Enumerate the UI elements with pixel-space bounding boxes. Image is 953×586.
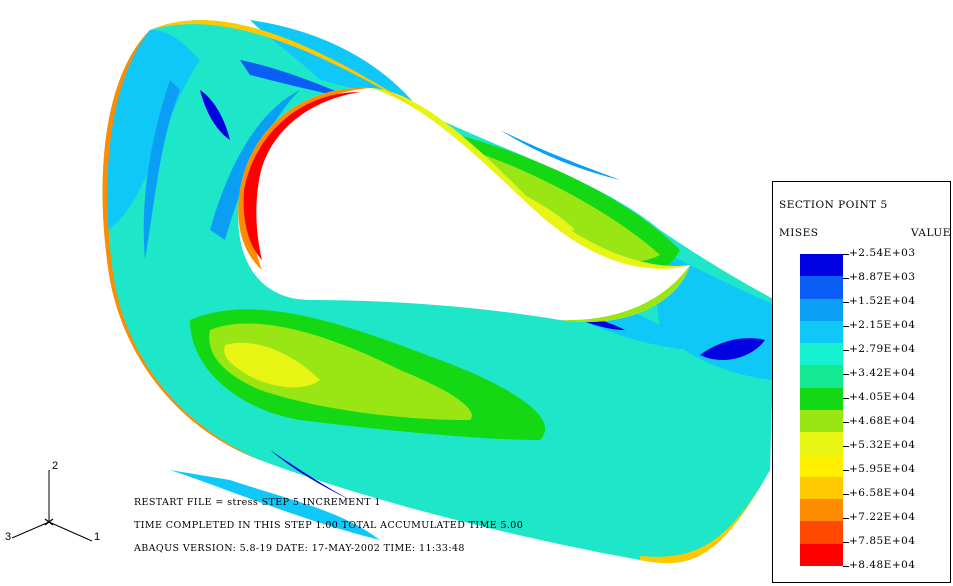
triad-label-1: 1 (94, 531, 101, 543)
legend-tick (843, 566, 849, 567)
legend-tick (843, 254, 849, 255)
shell-opening (238, 87, 690, 322)
shell-contour-plot (102, 20, 776, 564)
contour-legend: SECTION POINT 5 MISES VALUE +2.54E+03 +8.… (772, 181, 951, 583)
legend-value-header: VALUE (911, 227, 951, 239)
triad-label-2: 2 (52, 460, 59, 472)
legend-tick (843, 494, 849, 495)
legend-value-label: +8.48E+04 (849, 559, 916, 571)
legend-value-label: +5.95E+04 (849, 463, 916, 475)
legend-value-label: +2.54E+03 (849, 247, 916, 259)
legend-tick (843, 470, 849, 471)
legend-value-label: +5.32E+04 (849, 439, 916, 451)
legend-color-segment (800, 454, 843, 478)
legend-value-label: +8.87E+03 (849, 271, 916, 283)
legend-color-segment (800, 276, 843, 300)
triad-label-3: 3 (5, 531, 12, 543)
legend-value-label: +7.22E+04 (849, 511, 916, 523)
legend-tick (843, 374, 849, 375)
legend-color-segment (800, 298, 843, 322)
triad-axis-3 (11, 521, 50, 539)
legend-value-label: +3.42E+04 (849, 367, 916, 379)
axis-triad (11, 470, 93, 542)
legend-color-segment (800, 410, 843, 433)
legend-tick (843, 350, 849, 351)
legend-color-segment (800, 432, 843, 456)
legend-tick (843, 446, 849, 447)
legend-color-segment (800, 521, 843, 545)
legend-value-label: +1.52E+04 (849, 295, 916, 307)
legend-color-segment (800, 254, 843, 277)
info-restart-line: RESTART FILE = stress STEP 5 INCREMENT 1 (134, 497, 381, 508)
info-time-line: TIME COMPLETED IN THIS STEP 1.00 TOTAL A… (134, 520, 524, 531)
legend-value-label: +2.15E+04 (849, 319, 916, 331)
info-version-line: ABAQUS VERSION: 5.8-19 DATE: 17-MAY-2002… (134, 543, 465, 554)
legend-color-segment (800, 499, 843, 522)
legend-value-label: +4.68E+04 (849, 415, 916, 427)
legend-variable: MISES (779, 227, 819, 239)
legend-title: SECTION POINT 5 (779, 199, 888, 211)
legend-tick (843, 278, 849, 279)
legend-color-segment (800, 543, 843, 567)
legend-tick (843, 398, 849, 399)
legend-color-segment (800, 476, 843, 500)
legend-tick (843, 326, 849, 327)
legend-value-label: +4.05E+04 (849, 391, 916, 403)
legend-tick (843, 542, 849, 543)
legend-value-label: +6.58E+04 (849, 487, 916, 499)
legend-color-segment (800, 343, 843, 366)
legend-value-label: +7.85E+04 (849, 535, 916, 547)
triad-axis-1 (48, 521, 93, 542)
legend-color-segment (800, 320, 843, 344)
legend-tick (843, 422, 849, 423)
legend-tick (843, 518, 849, 519)
legend-color-segment (800, 365, 843, 389)
legend-color-bar (800, 254, 843, 567)
legend-color-segment (800, 387, 843, 411)
legend-tick (843, 302, 849, 303)
legend-value-label: +2.79E+04 (849, 343, 916, 355)
